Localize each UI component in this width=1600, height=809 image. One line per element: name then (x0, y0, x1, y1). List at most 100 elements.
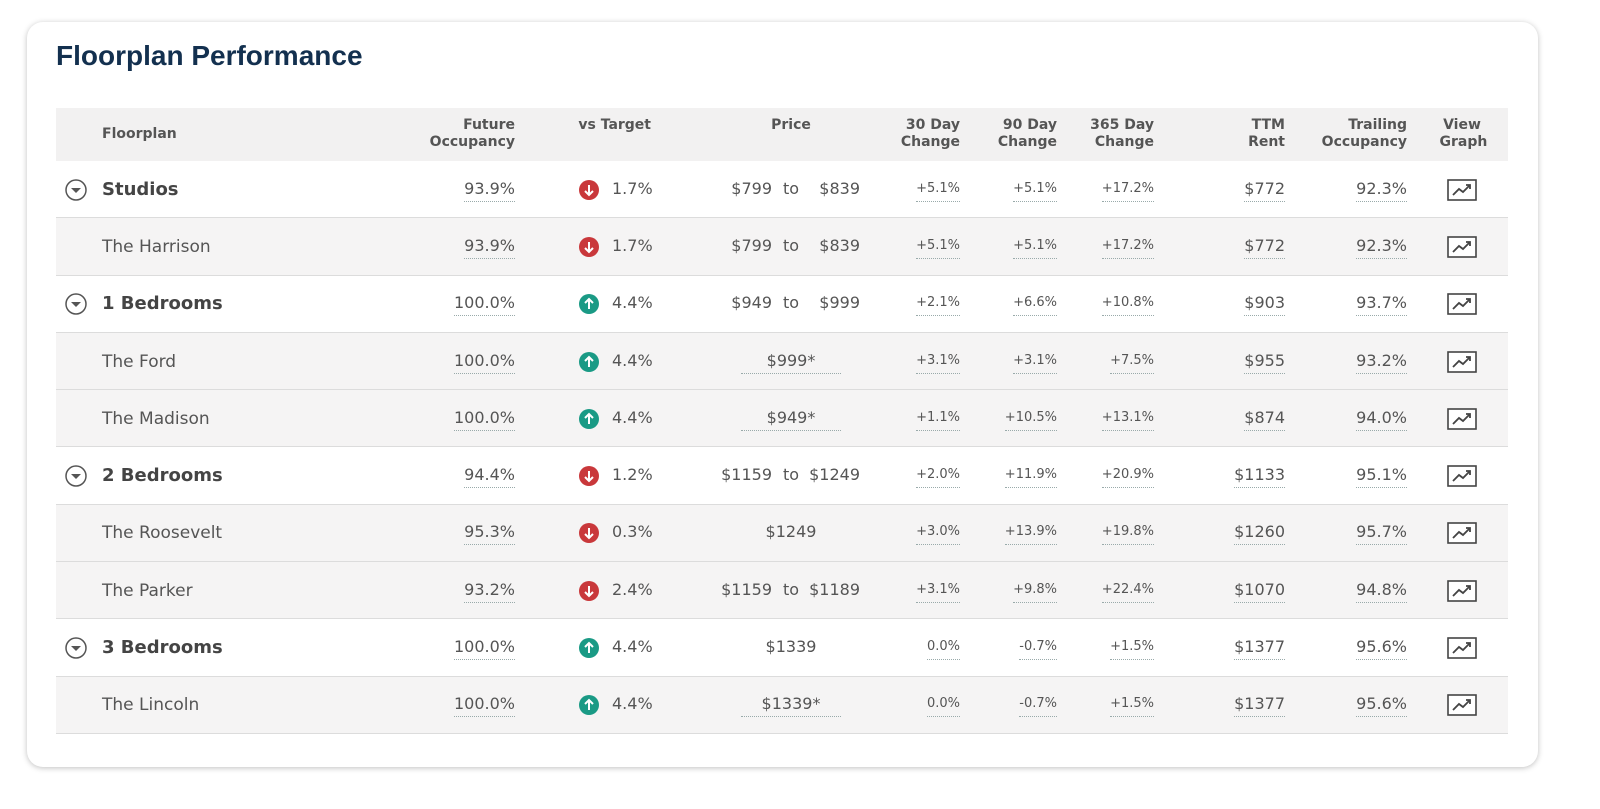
change-90: +5.1% (1013, 178, 1057, 202)
vs-target: 4.4% (612, 293, 653, 313)
price-to: to (782, 579, 800, 599)
view-graph-button[interactable] (1447, 350, 1477, 374)
change-30: +3.0% (916, 521, 960, 546)
view-graph-button[interactable] (1447, 178, 1477, 202)
view-graph-button[interactable] (1447, 579, 1477, 603)
view-graph-button[interactable] (1447, 693, 1477, 717)
vs-target: 1.7% (612, 178, 653, 198)
group-name: 3 Bedrooms (102, 637, 223, 659)
item-row (56, 676, 1508, 734)
change-30: 0.0% (926, 693, 960, 718)
column-header: 30 Day Change (900, 117, 960, 150)
view-graph-button[interactable] (1447, 235, 1477, 259)
item-row (56, 390, 1508, 448)
change-30: +2.1% (916, 292, 960, 317)
trend-icon (579, 580, 599, 601)
future-occupancy: 93.2% (464, 579, 515, 603)
change-90: +5.1% (1013, 235, 1057, 259)
trend-icon (579, 294, 599, 315)
column-header: TTM Rent (1248, 117, 1285, 150)
trailing-occupancy: 93.7% (1356, 292, 1407, 317)
vs-target: 0.3% (612, 522, 653, 542)
view-graph-button[interactable] (1447, 521, 1477, 545)
item-row (56, 504, 1508, 563)
future-occupancy: 94.4% (464, 464, 515, 489)
future-occupancy: 100.0% (453, 693, 515, 718)
ttm-rent: $772 (1244, 178, 1285, 202)
column-header: 365 Day Change (1090, 117, 1154, 150)
trailing-occupancy: 95.6% (1356, 636, 1407, 661)
change-90: +6.6% (1013, 292, 1057, 317)
trend-icon (579, 351, 599, 372)
vs-target: 1.2% (612, 465, 653, 485)
change-30: +2.0% (916, 464, 960, 489)
view-graph-button[interactable] (1447, 464, 1477, 488)
group-name: 1 Bedrooms (102, 293, 223, 315)
column-header: Floorplan (102, 126, 177, 142)
vs-target: 4.4% (612, 694, 653, 714)
ttm-rent: $1377 (1234, 636, 1285, 661)
group-row (56, 448, 1508, 505)
price-high: $839 (819, 235, 860, 255)
collapse-toggle[interactable] (61, 464, 91, 488)
floorplan-name: The Roosevelt (102, 523, 223, 544)
future-occupancy: 100.0% (453, 350, 515, 374)
change-90: +11.9% (1004, 464, 1057, 489)
change-365: +10.8% (1101, 292, 1154, 317)
trend-icon (579, 466, 599, 487)
ttm-rent: $874 (1244, 407, 1285, 431)
item-row (56, 332, 1508, 391)
trailing-occupancy: 95.6% (1356, 693, 1407, 718)
ttm-rent: $772 (1244, 235, 1285, 259)
group-row (56, 619, 1508, 677)
floorplan-name: The Madison (102, 408, 210, 429)
change-30: +3.1% (916, 579, 960, 603)
change-90: +13.9% (1004, 521, 1057, 546)
item-row (56, 218, 1508, 276)
ttm-rent: $1133 (1234, 464, 1285, 489)
trend-icon (579, 695, 599, 716)
change-30: +5.1% (916, 235, 960, 259)
trend-icon (579, 408, 599, 429)
ttm-rent: $903 (1244, 292, 1285, 317)
change-365: +22.4% (1101, 579, 1154, 603)
column-header: Trailing Occupancy (1321, 117, 1407, 150)
table-header (56, 108, 1508, 161)
change-365: +17.2% (1101, 235, 1154, 259)
vs-target: 4.4% (612, 407, 653, 427)
change-365: +20.9% (1101, 464, 1154, 489)
price-low: $1159 (721, 579, 772, 599)
collapse-toggle[interactable] (61, 292, 91, 316)
trailing-occupancy: 92.3% (1356, 235, 1407, 259)
change-365: +17.2% (1101, 178, 1154, 202)
vs-target: 4.4% (612, 350, 653, 370)
floorplan-name: The Lincoln (102, 695, 200, 716)
ttm-rent: $1260 (1234, 521, 1285, 546)
change-90: +9.8% (1013, 579, 1057, 603)
trend-icon (579, 179, 599, 200)
floorplan-name: The Harrison (102, 236, 211, 257)
group-row (56, 276, 1508, 333)
view-graph-button[interactable] (1447, 636, 1477, 660)
future-occupancy: 93.9% (464, 235, 515, 259)
change-365: +7.5% (1110, 350, 1154, 374)
trailing-occupancy: 95.7% (1356, 521, 1407, 546)
ttm-rent: $955 (1244, 350, 1285, 374)
price: $949* (741, 407, 841, 431)
view-graph-button[interactable] (1447, 292, 1477, 316)
price-low: $1159 (721, 465, 772, 485)
change-90: -0.7% (1019, 693, 1057, 718)
column-header: Price (771, 117, 811, 133)
change-30: +3.1% (916, 350, 960, 374)
collapse-toggle[interactable] (61, 636, 91, 660)
collapse-toggle[interactable] (61, 178, 91, 202)
floorplan-name: The Parker (102, 580, 193, 601)
change-30: 0.0% (926, 636, 960, 661)
column-header: Future Occupancy (429, 117, 515, 150)
price-to: to (782, 178, 800, 198)
view-graph-button[interactable] (1447, 407, 1477, 431)
column-header: 90 Day Change (997, 117, 1057, 150)
price-to: to (782, 465, 800, 485)
price: $1339* (741, 693, 841, 718)
